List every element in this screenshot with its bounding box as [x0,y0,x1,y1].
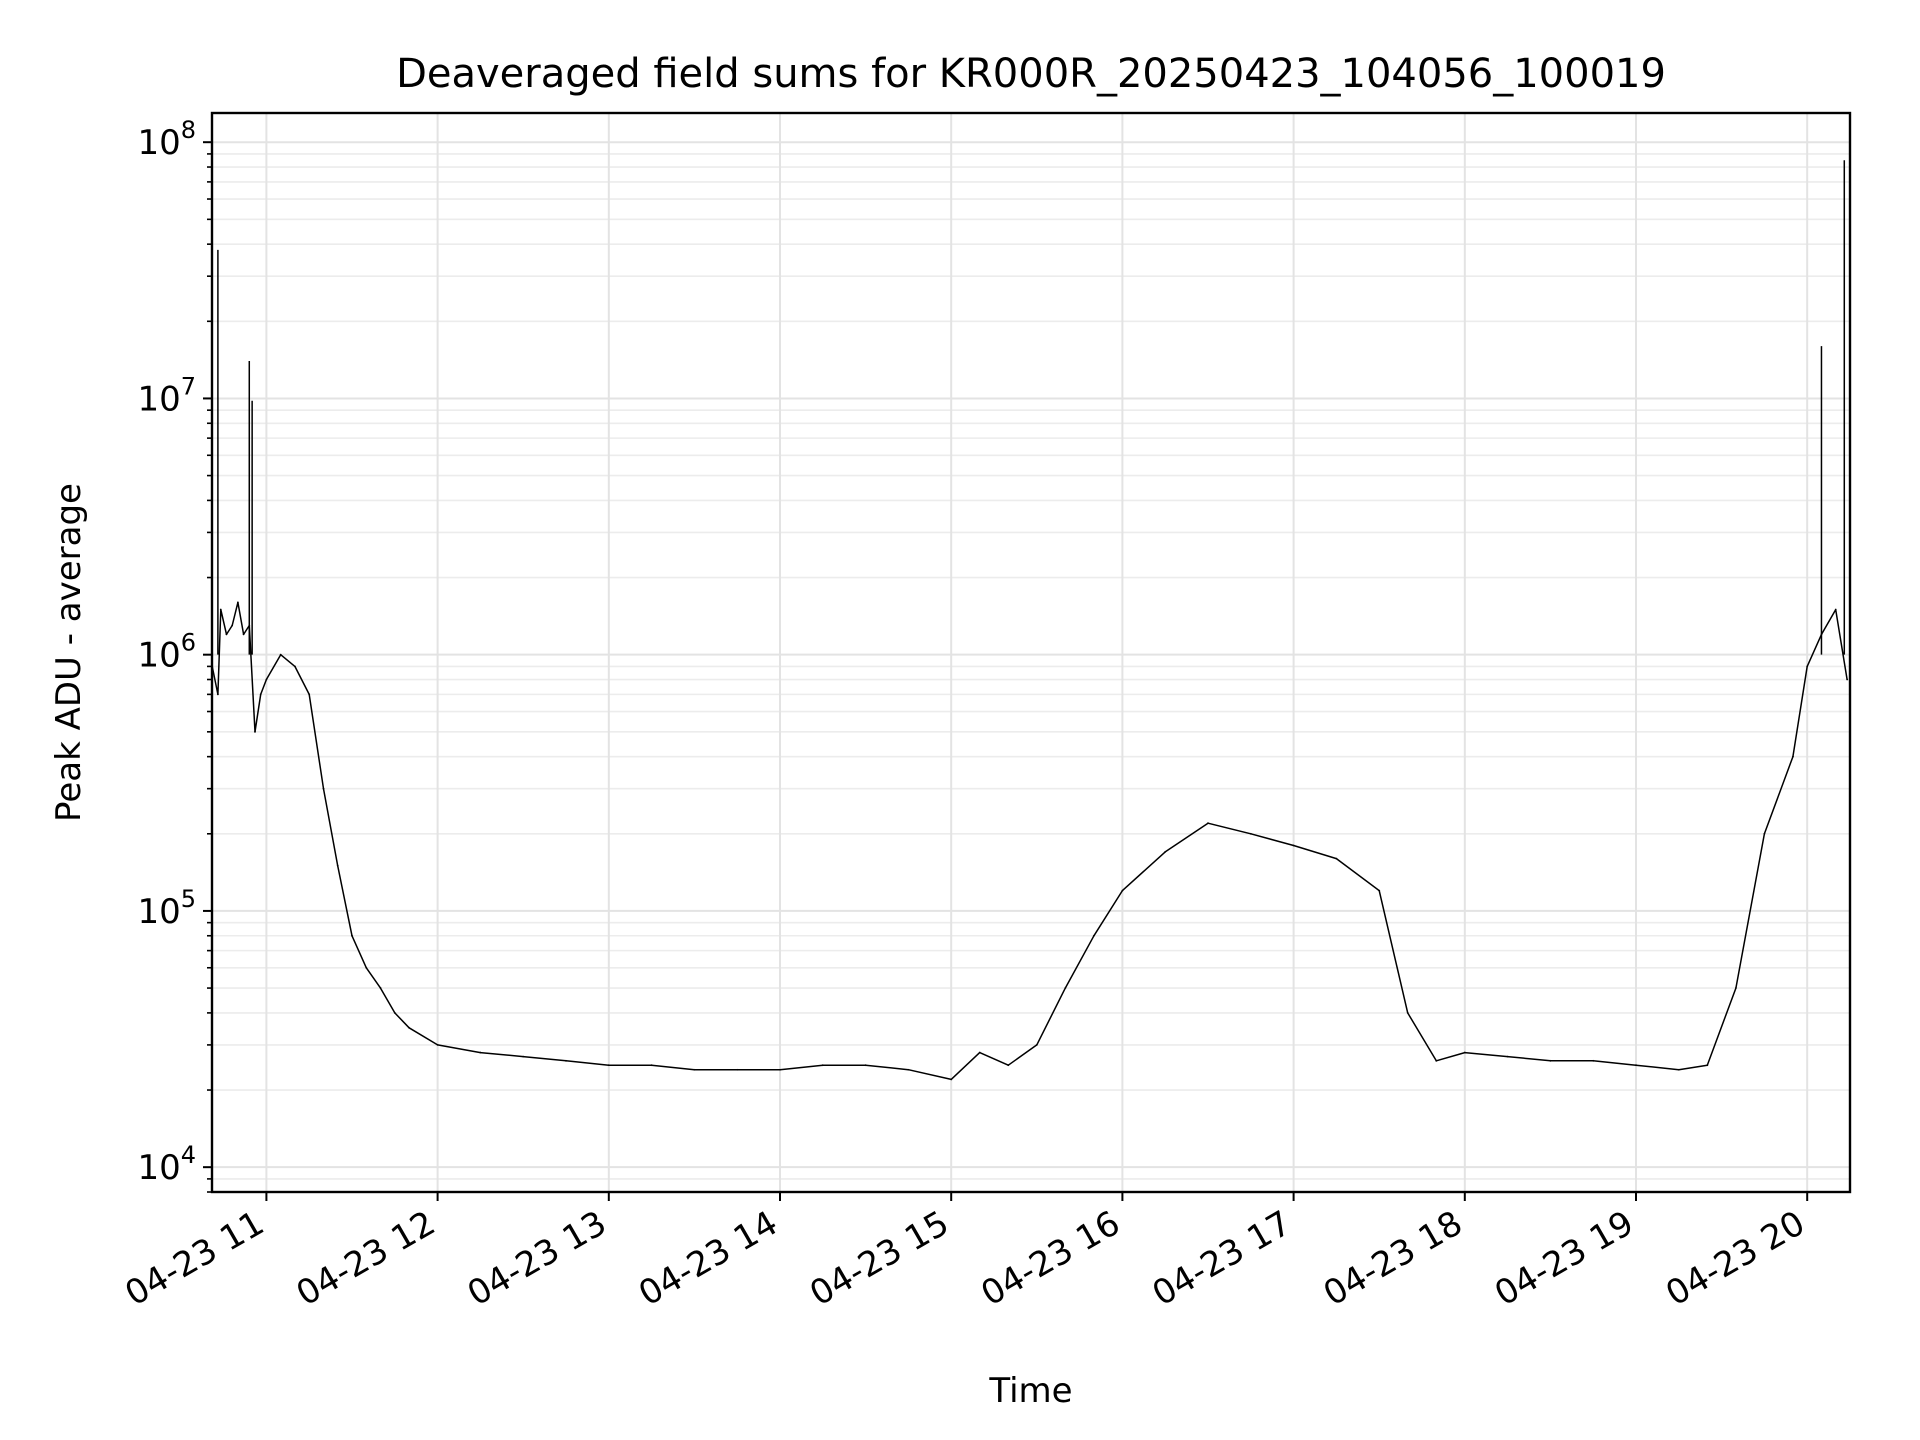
series-point [242,633,245,636]
series-point [1435,1059,1438,1062]
series-point [821,1064,824,1067]
series-point [279,653,282,656]
series-point [779,1068,781,1071]
series-point [1635,1064,1637,1067]
series-point [1406,1011,1409,1014]
series-point [1207,822,1209,825]
series-point [1035,1044,1038,1046]
chart-title: Deaveraged field sums for KR000R_2025042… [396,51,1666,97]
series-point [522,1055,525,1058]
series-point [1592,1059,1595,1062]
minor-gridlines [212,153,1850,1193]
series-point [1677,1068,1680,1071]
series-point [1763,832,1766,835]
series-point [1806,665,1809,668]
series-point [1249,832,1252,835]
series-point [1792,755,1794,758]
axes-frame [210,111,1852,1194]
major-gridlines [212,113,1850,1192]
series-point [950,1078,953,1081]
series-point [294,665,296,668]
series-point [1292,844,1295,847]
series-point [1378,889,1381,892]
series-point [1706,1064,1709,1067]
y-axis-label: Peak ADU - average [49,483,89,822]
series-point [393,1011,396,1014]
series-point [1007,1064,1010,1067]
series-point [365,966,368,969]
y-tick-label: 107 [137,372,196,419]
series-point [259,693,262,696]
series-point [236,601,239,604]
series-point [565,1059,567,1062]
series-point [1506,1055,1509,1058]
series-point [650,1064,653,1067]
y-tick-label: 108 [137,116,196,163]
series-point [1834,608,1837,611]
series-point [408,1026,410,1029]
series-point [479,1051,482,1054]
series-point [322,787,325,790]
series-point [436,1044,439,1046]
series-point [1064,987,1067,989]
series-point [1549,1059,1552,1062]
y-tick-label: 105 [137,885,196,932]
series-point [1121,889,1124,892]
series-point [1846,678,1849,681]
series-point [907,1068,910,1071]
series-point [351,934,353,937]
y-tick-label: 104 [137,1141,196,1188]
series-point [736,1068,739,1071]
series-point [225,633,228,636]
series-point [978,1051,981,1054]
series-point [219,608,222,611]
series-point [231,624,234,627]
series-point [1335,857,1338,860]
series-point [216,693,219,696]
series-point [336,864,339,867]
series-point [1734,987,1737,989]
series-point [265,678,268,681]
x-axis-label: Time [988,1371,1072,1411]
series-layer [211,160,1849,1081]
series-point [1463,1051,1466,1054]
series-point [693,1068,696,1071]
series-point [308,693,311,696]
series-point [379,987,382,989]
y-tick-label: 106 [137,629,196,676]
series-point [607,1064,610,1067]
y-axis-ticks: 104 105 106 107 108 [137,116,212,1193]
series-point [254,730,256,733]
series-point [1164,850,1167,853]
series-point [864,1064,867,1067]
series-line [211,601,1848,1081]
series-point [1092,934,1095,937]
